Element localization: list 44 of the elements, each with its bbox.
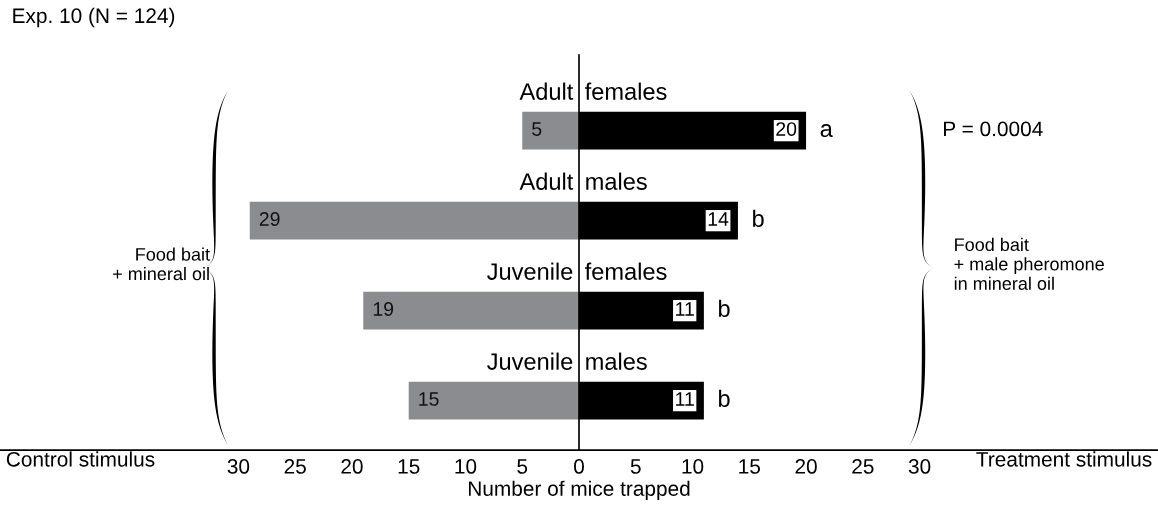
x-tick-label: 10 <box>455 459 477 474</box>
annotation: b <box>753 209 764 228</box>
x-tick-label: 0 <box>574 459 584 474</box>
x-tick-label: 15 <box>739 459 761 474</box>
data-label: 19 <box>373 302 394 316</box>
annotation: Food bait + mineral oil <box>113 247 210 281</box>
annotation: Food bait + male pheromone in mineral oil <box>954 237 1104 290</box>
text: Control stimulus <box>6 451 155 467</box>
annotation: Adult <box>519 172 574 190</box>
x-tick-label: 25 <box>852 459 874 474</box>
x-tick-label: 20 <box>341 459 363 474</box>
x-tick-label: 5 <box>630 459 641 474</box>
x-tick-label: 30 <box>908 459 931 474</box>
annotation: b <box>719 389 730 407</box>
annotation: males <box>586 172 647 190</box>
data-label: 20 <box>776 122 797 136</box>
annotation: a <box>820 124 833 138</box>
annotation: Adult <box>519 82 574 100</box>
annotation: Juvenile <box>487 352 573 370</box>
bar <box>408 381 579 420</box>
annotation: P = 0.0004 <box>944 121 1043 137</box>
bar <box>522 111 579 150</box>
x-tick-label: 20 <box>795 459 817 474</box>
x-tick-label: 10 <box>682 459 704 474</box>
x-tick-label: 25 <box>284 459 306 474</box>
x-tick-label: 30 <box>227 459 250 474</box>
annotation: Juvenile <box>487 262 573 280</box>
data-label: 11 <box>676 392 694 406</box>
annotation: females <box>585 82 667 100</box>
data-label: 11 <box>676 302 694 316</box>
data-label: 29 <box>259 212 280 226</box>
annotation: females <box>585 262 667 280</box>
x-axis-title: Number of mice trapped <box>468 480 690 501</box>
chart-title: Exp. 10 (N = 124) <box>13 7 175 28</box>
data-label: 14 <box>708 212 729 226</box>
text: Treatment stimulus <box>976 451 1152 467</box>
annotation: b <box>719 299 730 317</box>
data-label: 5 <box>532 122 542 136</box>
bar <box>249 201 579 240</box>
annotation: males <box>586 352 647 370</box>
x-tick-label: 5 <box>517 459 528 474</box>
x-tick-label: 15 <box>398 459 420 474</box>
data-label: 15 <box>419 392 439 406</box>
bar <box>363 291 579 330</box>
